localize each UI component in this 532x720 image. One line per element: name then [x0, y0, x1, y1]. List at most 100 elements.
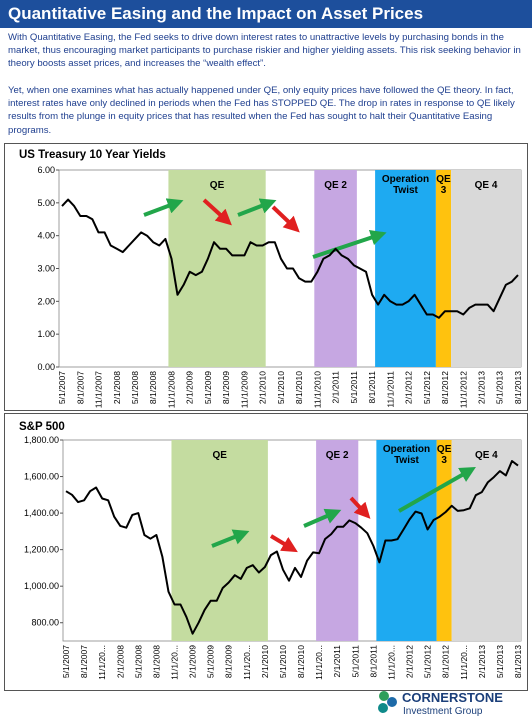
y-tick-label: 2.00: [37, 296, 55, 306]
chart-title: US Treasury 10 Year Yields: [19, 149, 166, 161]
trend-arrow: [303, 508, 342, 528]
region-label-box: QE: [212, 450, 227, 461]
region-label: QE 4: [474, 450, 498, 461]
region-label: QE 3: [436, 444, 452, 466]
y-tick-label: 5.00: [37, 198, 55, 208]
region-label: QE: [212, 450, 227, 461]
x-tick-label: 8/1/2013: [513, 371, 523, 404]
region-label: QE 3: [436, 174, 451, 196]
y-tick-label: 1,800.00: [24, 435, 59, 445]
x-tick-label: 11/1/20...: [386, 645, 396, 680]
region-label: QE: [209, 180, 225, 191]
x-tick-label: 2/1/2011: [332, 645, 342, 678]
page-title: Quantitative Easing and the Impact on As…: [0, 0, 532, 28]
logo-icon: [387, 697, 397, 707]
region-label: Operation Twist: [382, 444, 431, 466]
logo-name: CORNERSTONE: [402, 690, 503, 705]
region-label-box: QE 3: [436, 444, 452, 466]
x-tick-label: 5/1/2008: [133, 645, 143, 678]
qe-region: [171, 440, 268, 641]
x-tick-label: 11/1/2007: [94, 371, 104, 408]
region-label: QE 4: [474, 180, 498, 191]
x-tick-label: 5/1/2013: [495, 645, 505, 678]
chart-panel: QE QE 2 Operation Twist QE 3 QE 4 800.00 1,000…: [4, 413, 528, 691]
region-label-box: QE 2: [325, 450, 349, 461]
x-tick-label: 5/1/2013: [495, 371, 505, 404]
x-tick-label: 11/1/20...: [242, 645, 252, 680]
y-tick-label: 1,200.00: [24, 545, 59, 555]
x-tick-label: 2/1/2011: [331, 371, 341, 404]
x-tick-label: 2/1/2008: [115, 645, 125, 678]
region-label: QE 2: [325, 450, 349, 461]
x-tick-label: 5/1/2011: [350, 645, 360, 678]
qe-region: [375, 170, 436, 367]
x-tick-label: 5/1/2008: [130, 371, 140, 404]
x-tick-label: 11/1/20...: [97, 645, 107, 680]
paragraph: Yet, when one examines what has actually…: [8, 85, 515, 136]
qe-region: [451, 170, 521, 367]
trend-arrow: [143, 198, 184, 217]
x-tick-label: 2/1/2012: [404, 371, 414, 404]
x-tick-label: 8/1/2010: [296, 645, 306, 678]
x-tick-label: 8/1/2008: [151, 645, 161, 678]
x-tick-label: 2/1/2010: [258, 371, 268, 404]
region-label-box: QE 4: [474, 180, 498, 191]
trend-arrow: [398, 467, 476, 513]
logo-icon: [379, 691, 389, 701]
x-tick-label: 8/1/2007: [79, 645, 89, 678]
x-tick-label: 2/1/2009: [185, 371, 195, 404]
y-tick-label: 3.00: [37, 264, 55, 274]
x-tick-label: 8/1/2011: [368, 645, 378, 678]
trend-arrow: [271, 205, 300, 233]
x-tick-label: 8/1/2010: [294, 371, 304, 404]
y-tick-label: 1,600.00: [24, 472, 59, 482]
x-tick-label: 5/1/2007: [61, 645, 71, 678]
series-line: [65, 460, 519, 635]
x-tick-label: 2/1/2009: [188, 645, 198, 678]
x-tick-label: 11/1/2011: [385, 371, 395, 408]
y-tick-label: 1,400.00: [24, 508, 59, 518]
trend-arrow: [202, 198, 232, 226]
x-tick-label: 5/1/2011: [349, 371, 359, 404]
x-tick-label: 5/1/2012: [422, 371, 432, 404]
qe-region: [436, 440, 452, 641]
y-tick-label: 800.00: [31, 618, 59, 628]
x-tick-label: 8/1/2009: [221, 371, 231, 404]
x-tick-label: 5/1/2010: [276, 371, 286, 404]
x-tick-label: 8/1/2011: [367, 371, 377, 404]
trend-arrow: [349, 496, 371, 519]
region-label-box: Operation Twist: [382, 444, 431, 466]
paragraph: With Quantitative Easing, the Fed seeks …: [8, 32, 521, 70]
x-tick-label: 11/1/2010: [312, 371, 322, 408]
y-tick-label: 0.00: [37, 362, 55, 372]
logo: CORNERSTONE Investment Group: [378, 690, 503, 717]
x-tick-label: 11/1/2012: [458, 371, 468, 408]
region-label: Operation Twist: [381, 174, 430, 196]
x-tick-label: 8/1/2008: [148, 371, 158, 404]
x-tick-label: 2/1/2012: [405, 645, 415, 678]
y-tick-label: 6.00: [37, 165, 55, 175]
x-tick-label: 11/1/2009: [239, 371, 249, 408]
y-tick-label: 1.00: [37, 329, 55, 339]
region-label: QE 2: [324, 180, 347, 191]
y-tick-label: 4.00: [37, 231, 55, 241]
x-tick-label: 5/1/2009: [203, 371, 213, 404]
x-tick-label: 2/1/2013: [476, 371, 486, 404]
x-tick-label: 5/1/2007: [57, 371, 67, 404]
chart-panel: QE QE 2 Operation Twist QE 3 QE 4 0.00 1.00 2.0…: [4, 143, 528, 411]
trend-arrow: [312, 229, 387, 259]
chart: QE QE 2 Operation Twist QE 3 QE 4 0.00 1.00 2.0…: [19, 149, 523, 408]
x-tick-label: 11/1/20...: [459, 645, 469, 680]
x-tick-label: 8/1/2007: [75, 371, 85, 404]
x-tick-label: 2/1/2010: [260, 645, 270, 678]
x-tick-label: 8/1/2009: [224, 645, 234, 678]
x-tick-label: 8/1/2012: [441, 645, 451, 678]
series-line: [61, 198, 519, 319]
x-tick-label: 2/1/2008: [112, 371, 122, 404]
qe-region: [168, 170, 266, 367]
region-label-box: QE: [209, 180, 225, 191]
x-tick-label: 11/1/20...: [169, 645, 179, 680]
chart-title: S&P 500: [19, 421, 65, 433]
region-label-box: Operation Twist: [381, 174, 430, 196]
